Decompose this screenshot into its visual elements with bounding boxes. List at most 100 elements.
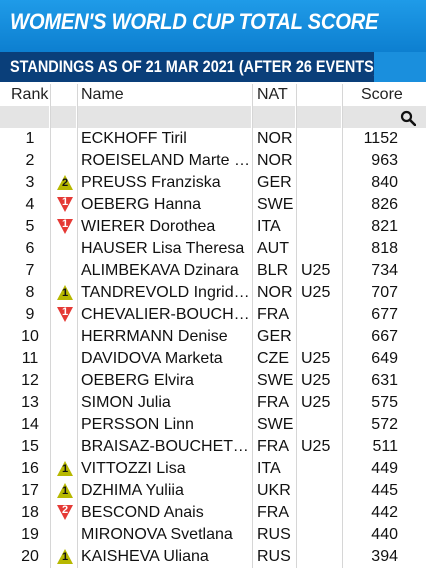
rank-cell: 18 (21, 504, 39, 521)
rank-filter[interactable] (0, 106, 49, 128)
athlete-name[interactable]: DAVIDOVA Marketa (81, 350, 223, 367)
rank-cell: 5 (25, 218, 35, 235)
athlete-name[interactable]: TANDREVOLD Ingrid L... (81, 284, 251, 301)
athlete-name[interactable]: PERSSON Linn (81, 416, 194, 433)
score-column-header[interactable]: Score (361, 86, 403, 103)
table-row[interactable]: 10 HERRMANN Denise GER 667 (0, 326, 426, 348)
athlete-name[interactable]: KAISHEVA Uliana (81, 548, 209, 565)
athlete-name[interactable]: ALIMBEKAVA Dzinara (81, 262, 239, 279)
score-cell: 511 (372, 438, 398, 455)
table-row[interactable]: 9 1 CHEVALIER-BOUCHET ... FRA 677 (0, 304, 426, 326)
rank-change: 2 (61, 504, 69, 516)
athlete-name[interactable]: HAUSER Lisa Theresa (81, 240, 245, 257)
table-row[interactable]: 20 1 KAISHEVA Uliana RUS 394 (0, 546, 426, 568)
table-row[interactable]: 18 2 BESCOND Anais FRA 442 (0, 502, 426, 524)
rank-cell: 14 (21, 416, 39, 433)
athlete-name[interactable]: ROEISELAND Marte Ol... (81, 152, 251, 169)
rank-change: 1 (61, 218, 69, 230)
column-divider (342, 84, 343, 568)
rank-change: 1 (61, 463, 69, 475)
score-cell: 572 (371, 416, 398, 433)
rank-change: 1 (61, 287, 69, 299)
column-divider (50, 84, 51, 568)
rank-cell: 10 (21, 328, 39, 345)
rank-cell: 7 (25, 262, 35, 279)
search-icon[interactable] (400, 110, 417, 127)
triangle-up-icon: 2 (56, 174, 74, 191)
athlete-name[interactable]: ECKHOFF Tiril (81, 130, 187, 147)
subtitle-accent (374, 52, 426, 82)
nation-cell: BLR (257, 262, 289, 279)
athlete-name[interactable]: WIERER Dorothea (81, 218, 216, 235)
standings-subtitle: STANDINGS AS OF 21 MAR 2021 (AFTER 26 EV… (10, 57, 379, 76)
score-cell: 826 (371, 196, 398, 213)
athlete-name[interactable]: PREUSS Franziska (81, 174, 221, 191)
trend-filter[interactable] (51, 106, 76, 128)
athlete-name[interactable]: BRAISAZ-BOUCHET Ju... (81, 438, 251, 455)
title-bar: WOMEN'S WORLD CUP TOTAL SCORE (0, 0, 426, 52)
nation-cell: RUS (257, 548, 291, 565)
triangle-down-icon: 1 (56, 196, 74, 213)
nation-cell: NOR (257, 152, 293, 169)
nation-cell: FRA (257, 306, 289, 323)
column-divider (77, 84, 78, 568)
table-row[interactable]: 19 MIRONOVA Svetlana RUS 440 (0, 524, 426, 546)
rank-cell: 4 (25, 196, 35, 213)
table-row[interactable]: 3 2 PREUSS Franziska GER 840 (0, 172, 426, 194)
table-row[interactable]: 2 ROEISELAND Marte Ol... NOR 963 (0, 150, 426, 172)
nation-cell: GER (257, 328, 292, 345)
score-cell: 440 (371, 526, 398, 543)
rank-cell: 6 (25, 240, 35, 257)
table-row[interactable]: 11 DAVIDOVA Marketa CZE U25 649 (0, 348, 426, 370)
table-row[interactable]: 13 SIMON Julia FRA U25 575 (0, 392, 426, 414)
nation-cell: NOR (257, 130, 293, 147)
column-divider (252, 84, 253, 568)
score-cell: 734 (371, 262, 398, 279)
nat-column-header[interactable]: NAT (257, 86, 288, 103)
athlete-name[interactable]: SIMON Julia (81, 394, 171, 411)
nation-cell: SWE (257, 196, 294, 213)
nation-cell: RUS (257, 526, 291, 543)
table-row[interactable]: 16 1 VITTOZZI Lisa ITA 449 (0, 458, 426, 480)
table-row[interactable]: 7 ALIMBEKAVA Dzinara BLR U25 734 (0, 260, 426, 282)
nation-cell: AUT (257, 240, 289, 257)
table-row[interactable]: 5 1 WIERER Dorothea ITA 821 (0, 216, 426, 238)
athlete-name[interactable]: DZHIMA Yuliia (81, 482, 184, 499)
age-class-cell: U25 (301, 372, 331, 389)
athlete-name[interactable]: CHEVALIER-BOUCHET ... (81, 306, 251, 323)
athlete-name[interactable]: OEBERG Elvira (81, 372, 194, 389)
athlete-name[interactable]: OEBERG Hanna (81, 196, 202, 213)
rank-cell: 8 (25, 284, 35, 301)
score-cell: 575 (371, 394, 398, 411)
name-filter[interactable] (78, 106, 251, 128)
rank-cell: 3 (25, 174, 35, 191)
rank-cell: 13 (21, 394, 39, 411)
table-row[interactable]: 6 HAUSER Lisa Theresa AUT 818 (0, 238, 426, 260)
athlete-name[interactable]: HERRMANN Denise (81, 328, 228, 345)
age-filter[interactable] (297, 106, 341, 128)
table-row[interactable]: 8 1 TANDREVOLD Ingrid L... NOR U25 707 (0, 282, 426, 304)
table-row[interactable]: 12 OEBERG Elvira SWE U25 631 (0, 370, 426, 392)
athlete-name[interactable]: BESCOND Anais (81, 504, 204, 521)
table-row[interactable]: 1 ECKHOFF Tiril NOR 1152 (0, 128, 426, 150)
table-row[interactable]: 4 1 OEBERG Hanna SWE 826 (0, 194, 426, 216)
column-divider (296, 84, 297, 568)
name-column-header[interactable]: Name (81, 86, 124, 103)
athlete-name[interactable]: MIRONOVA Svetlana (81, 526, 233, 543)
score-cell: 449 (371, 460, 398, 477)
triangle-up-icon: 1 (56, 548, 74, 565)
rank-cell: 2 (25, 152, 35, 169)
rank-change: 1 (61, 306, 69, 318)
rank-change: 2 (61, 177, 69, 189)
table-row[interactable]: 14 PERSSON Linn SWE 572 (0, 414, 426, 436)
rank-column-header[interactable]: Rank (11, 86, 49, 103)
triangle-down-icon: 1 (56, 306, 74, 323)
score-cell: 821 (371, 218, 398, 235)
rank-cell: 15 (21, 438, 39, 455)
nat-filter[interactable] (253, 106, 295, 128)
nation-cell: FRA (257, 504, 289, 521)
athlete-name[interactable]: VITTOZZI Lisa (81, 460, 186, 477)
triangle-up-icon: 1 (56, 482, 74, 499)
table-row[interactable]: 17 1 DZHIMA Yuliia UKR 445 (0, 480, 426, 502)
table-row[interactable]: 15 BRAISAZ-BOUCHET Ju... FRA U25 511 (0, 436, 426, 458)
